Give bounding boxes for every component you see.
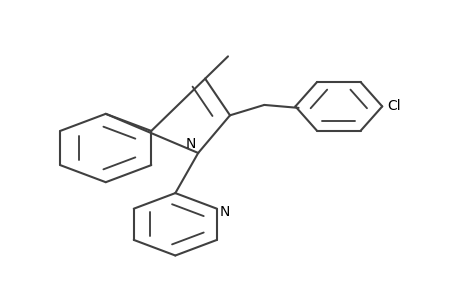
Text: N: N [219,205,229,219]
Text: N: N [185,137,196,152]
Text: Cl: Cl [386,99,400,113]
